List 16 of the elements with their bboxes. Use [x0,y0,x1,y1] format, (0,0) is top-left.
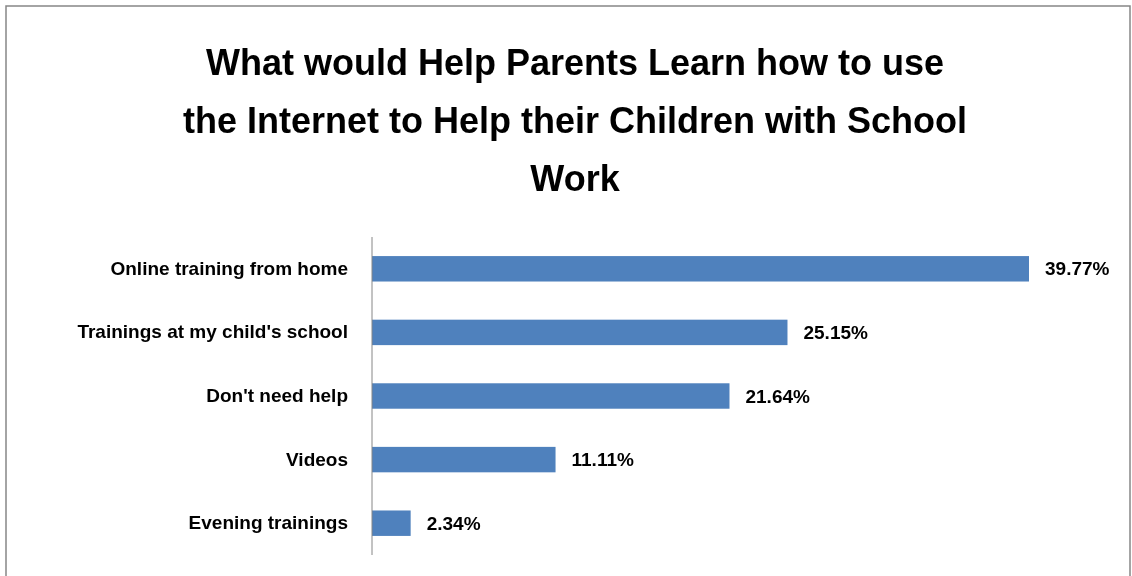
bar [372,319,788,346]
data-label: 21.64% [745,385,811,407]
data-label: 39.77% [1045,258,1110,280]
y-tick-label: Don't need help [206,385,348,407]
data-label: 11.11% [571,449,634,471]
data-label: 25.15% [803,322,869,344]
chart-title: What would Help Parents Learn how to use the Internet to Help their Children with School Work [182,42,968,199]
data-label: 2.34% [426,512,481,534]
bar [372,256,1029,282]
y-tick-label: Online training from home [110,257,348,279]
y-tick-label: Evening trainings [188,512,348,534]
bar [372,446,556,473]
bar [372,510,411,536]
y-tick-label: Videos [286,448,348,470]
bar [372,383,730,409]
y-tick-label: Trainings at my child's school [77,321,348,343]
